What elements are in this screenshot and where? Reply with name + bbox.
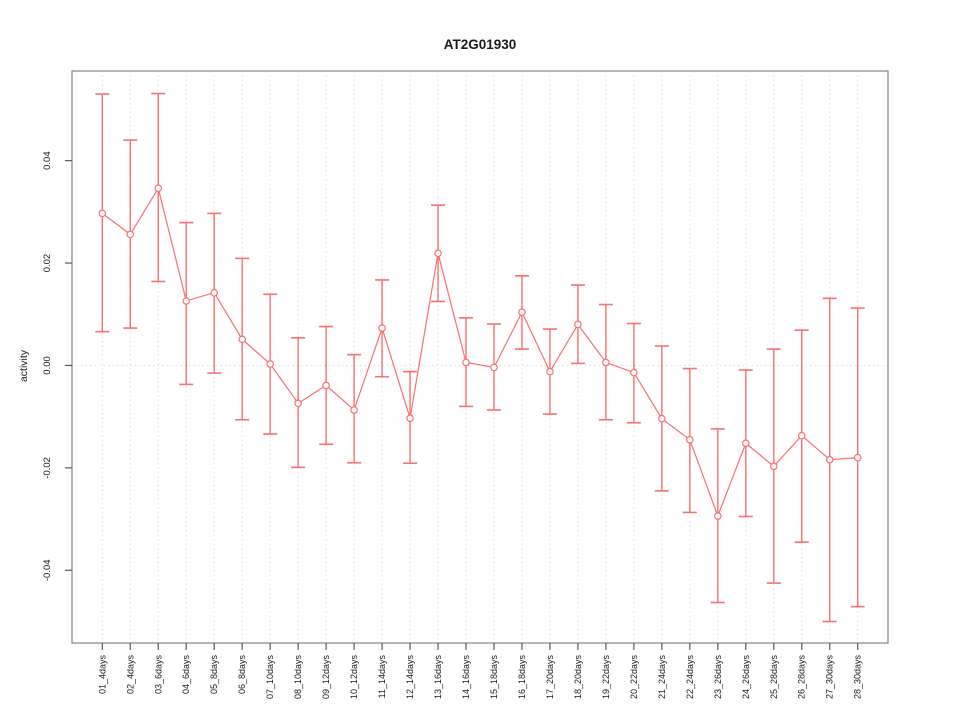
x-tick-label: 13_16days [433, 655, 443, 700]
data-point [154, 184, 163, 193]
x-tick-label: 25_28days [769, 655, 779, 700]
x-tick-label: 26_28days [797, 655, 807, 700]
chart-title: AT2G01930 [444, 37, 517, 52]
x-tick-label: 15_18days [489, 655, 499, 700]
data-point [126, 230, 135, 239]
x-tick-label: 04_6days [181, 655, 191, 695]
x-tick-label: 28_30days [853, 655, 863, 700]
x-tick-label: 09_12days [321, 655, 331, 700]
data-point [98, 209, 107, 218]
x-tick-label: 27_30days [825, 655, 835, 700]
data-point [266, 360, 274, 368]
data-point [462, 358, 470, 367]
data-point [378, 324, 386, 332]
x-tick-label: 02_4days [125, 655, 135, 695]
data-point [406, 414, 414, 422]
data-point [518, 308, 526, 316]
data-point [434, 249, 442, 258]
x-tick-label: 20_22days [629, 655, 639, 700]
x-tick-label: 11_14days [377, 655, 387, 699]
x-tick-label: 17_20days [545, 655, 555, 700]
y-tick-label: -0.02 [42, 457, 53, 479]
data-point [350, 406, 358, 414]
data-point [630, 368, 638, 377]
x-tick-label: 19_22days [601, 655, 611, 700]
data-point [574, 320, 582, 329]
x-tick-label: 24_26days [741, 655, 751, 700]
plot-area: 0.04 0.02 0.00 -0.02 -0.04 01_4days 02_4days 03… [42, 70, 889, 700]
data-point [602, 358, 610, 367]
data-point [210, 288, 219, 297]
x-tick-label: 07_10days [265, 655, 275, 700]
plot-box [71, 70, 889, 644]
x-tick-label: 16_18days [517, 655, 527, 700]
data-point [182, 297, 191, 305]
x-tick-label: 01_4days [97, 655, 107, 695]
data-point [797, 431, 806, 440]
x-tick-label: 06_8days [237, 655, 247, 695]
data-point [238, 335, 246, 344]
data-point [853, 453, 862, 462]
x-tick-label: 12_14days [405, 655, 415, 700]
data-point [490, 363, 498, 372]
y-tick-label: 0.04 [42, 151, 53, 170]
y-tick-label: 0.00 [42, 356, 53, 375]
data-point [294, 399, 302, 408]
y-tick-label: -0.04 [42, 559, 53, 581]
data-point [714, 512, 722, 520]
x-tick-label: 05_8days [209, 655, 219, 695]
data-point [769, 462, 778, 471]
y-tick-label: 0.02 [42, 254, 53, 273]
data-point [546, 367, 554, 376]
series-line [101, 186, 858, 518]
data-point [741, 439, 750, 448]
x-tick-label: 22_24days [685, 655, 695, 700]
data-point [322, 381, 330, 390]
y-axis-label: activity [18, 349, 30, 382]
data-point [658, 414, 666, 423]
x-tick-label: 18_20days [573, 655, 583, 700]
x-tick-label: 23_26days [713, 655, 723, 700]
data-point [825, 455, 834, 464]
x-tick-label: 14_16days [461, 655, 471, 700]
x-tick-label: 03_6days [153, 655, 163, 695]
data-point [686, 435, 694, 444]
x-tick-label: 10_12days [349, 655, 359, 700]
x-tick-label: 21_24days [657, 655, 667, 700]
x-tick-label: 08_10days [293, 655, 303, 700]
